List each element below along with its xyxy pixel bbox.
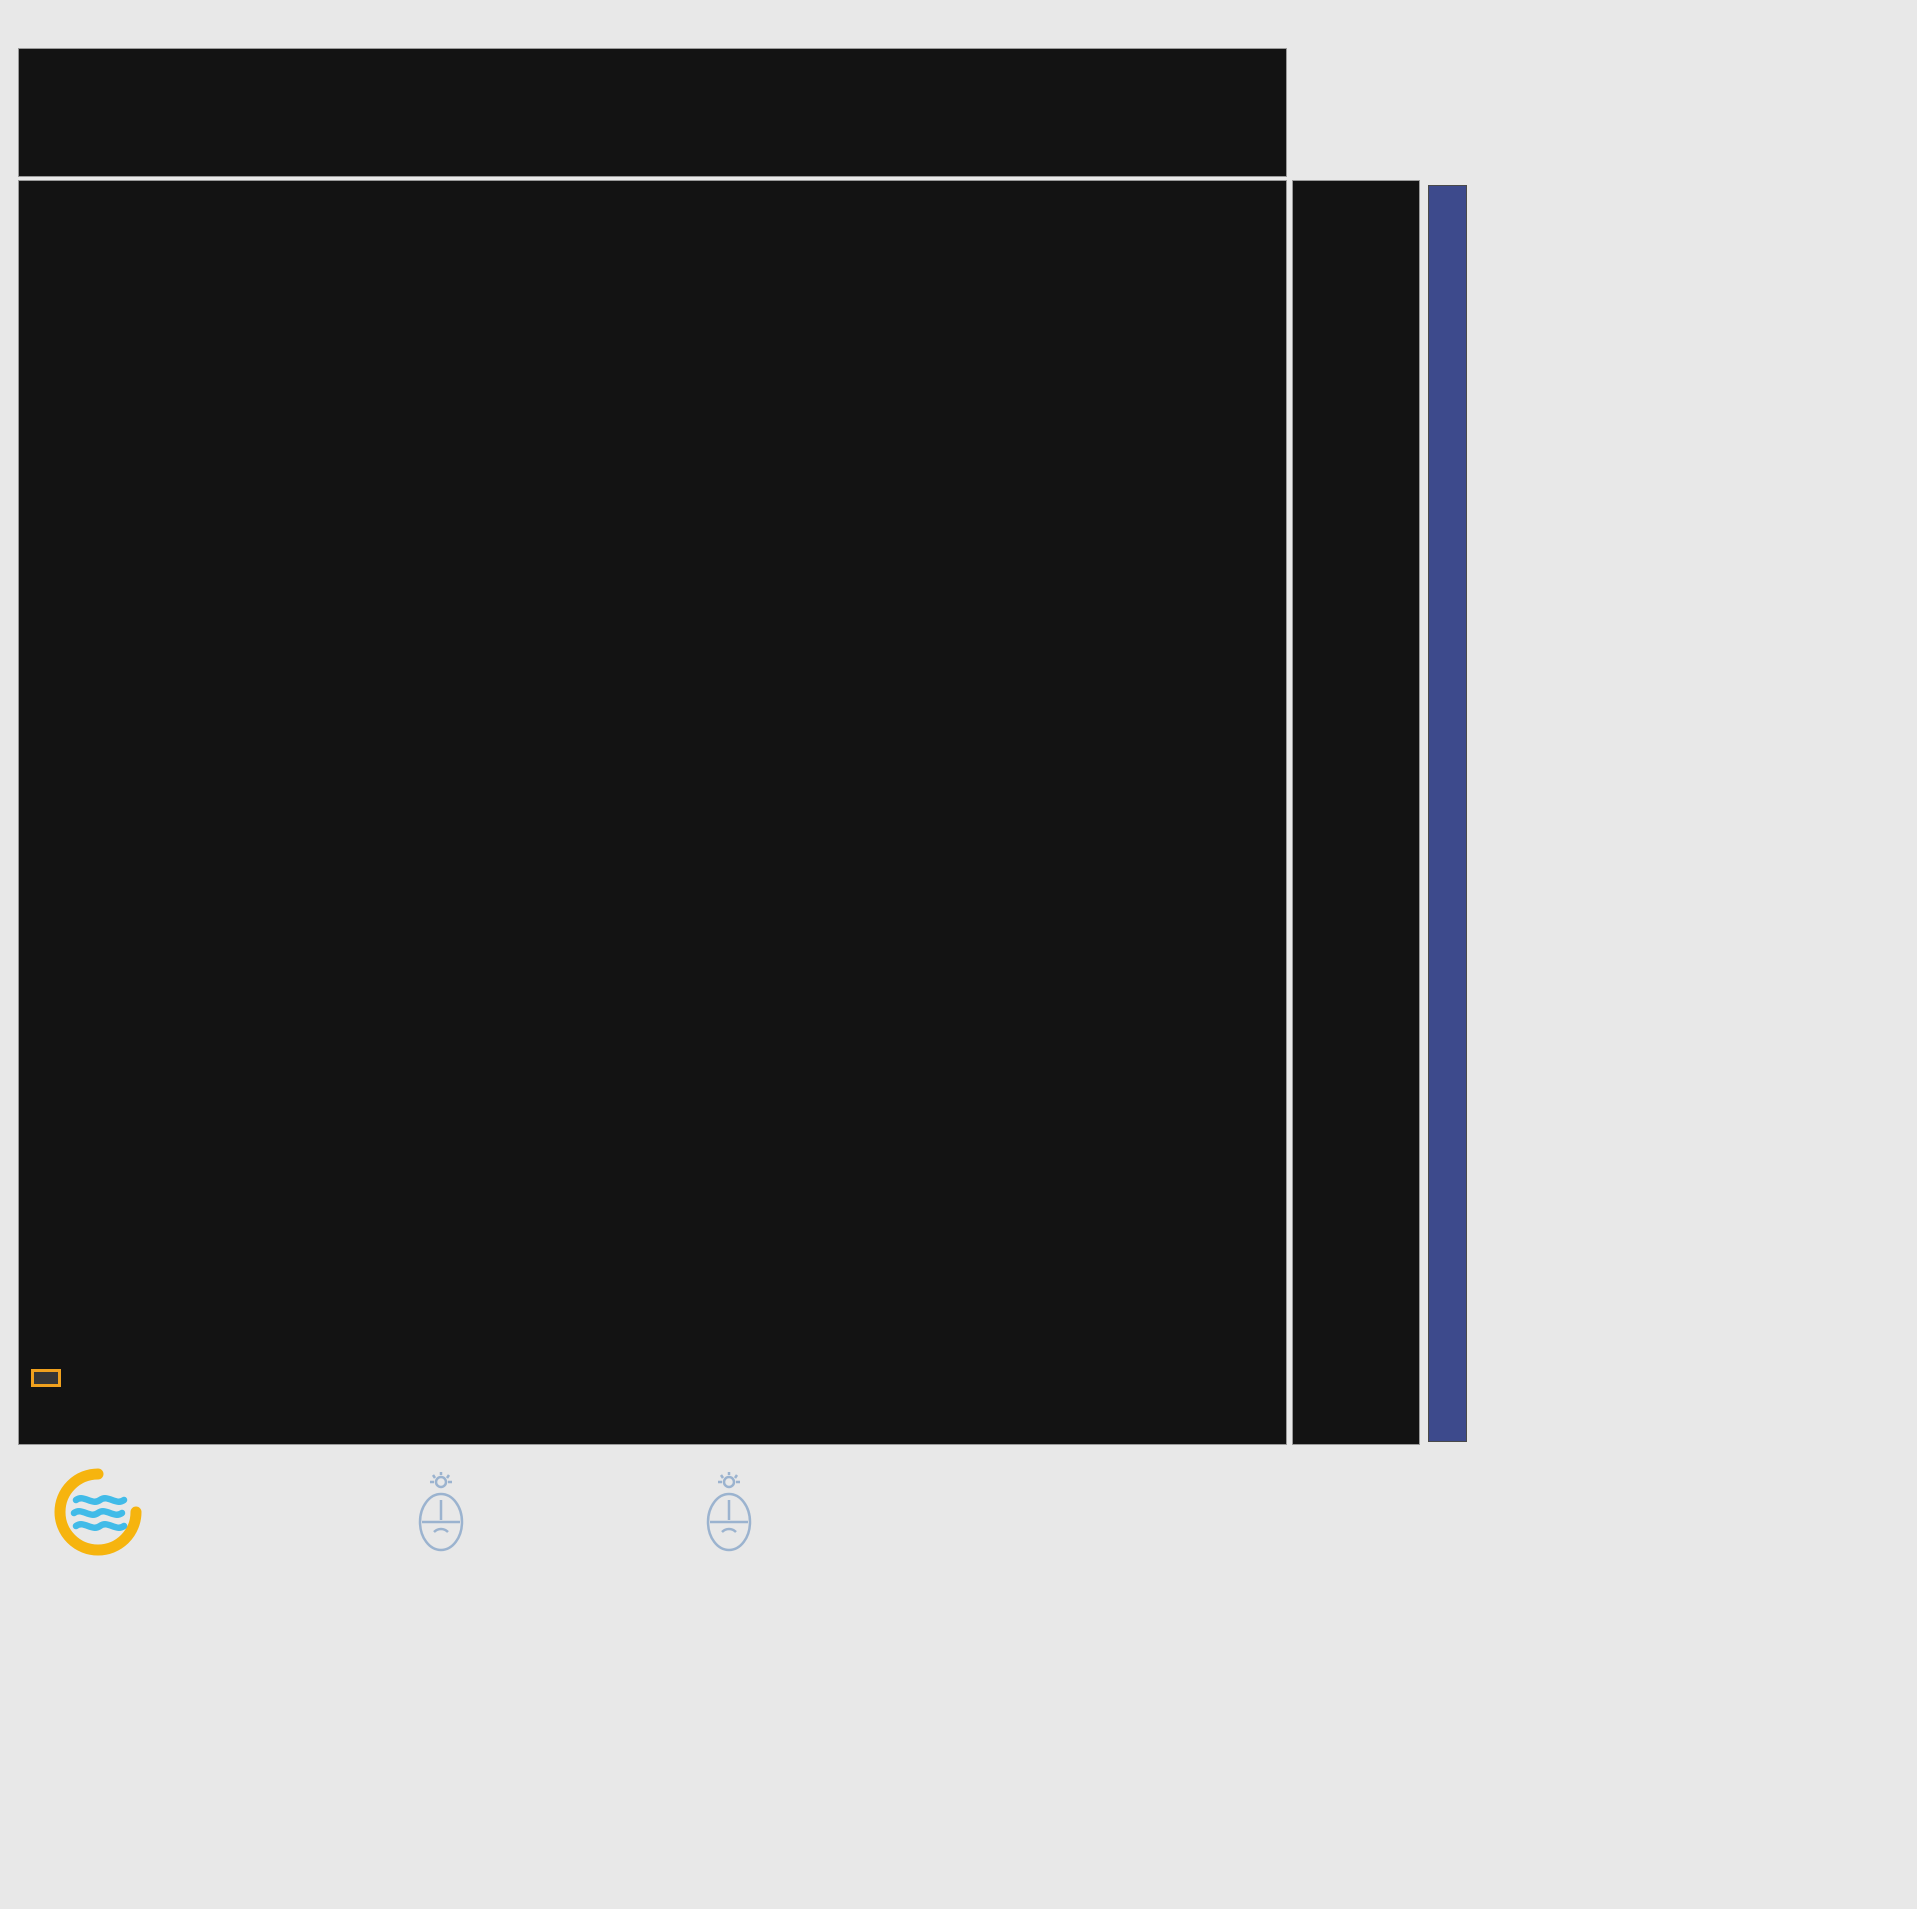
right-cross-section-plot [1293,181,1419,1444]
ministry-defensa-branding [412,1470,486,1556]
colorbar-tick-labels [1477,0,1567,1909]
top-cross-section-plot [19,49,1286,176]
coat-of-arms-icon [418,1472,464,1552]
top-cross-section-panel [18,48,1287,177]
colorbar [1428,185,1467,1442]
smn-branding [52,1466,160,1558]
radar-map-panel [18,180,1287,1445]
ministry-economia-branding [700,1470,774,1556]
right-cross-section-panel [1292,180,1420,1445]
coat-of-arms-icon [706,1472,752,1552]
warning-box [31,1369,61,1387]
radar-map-plot [19,181,1286,1444]
smn-logo-icon [54,1468,142,1556]
